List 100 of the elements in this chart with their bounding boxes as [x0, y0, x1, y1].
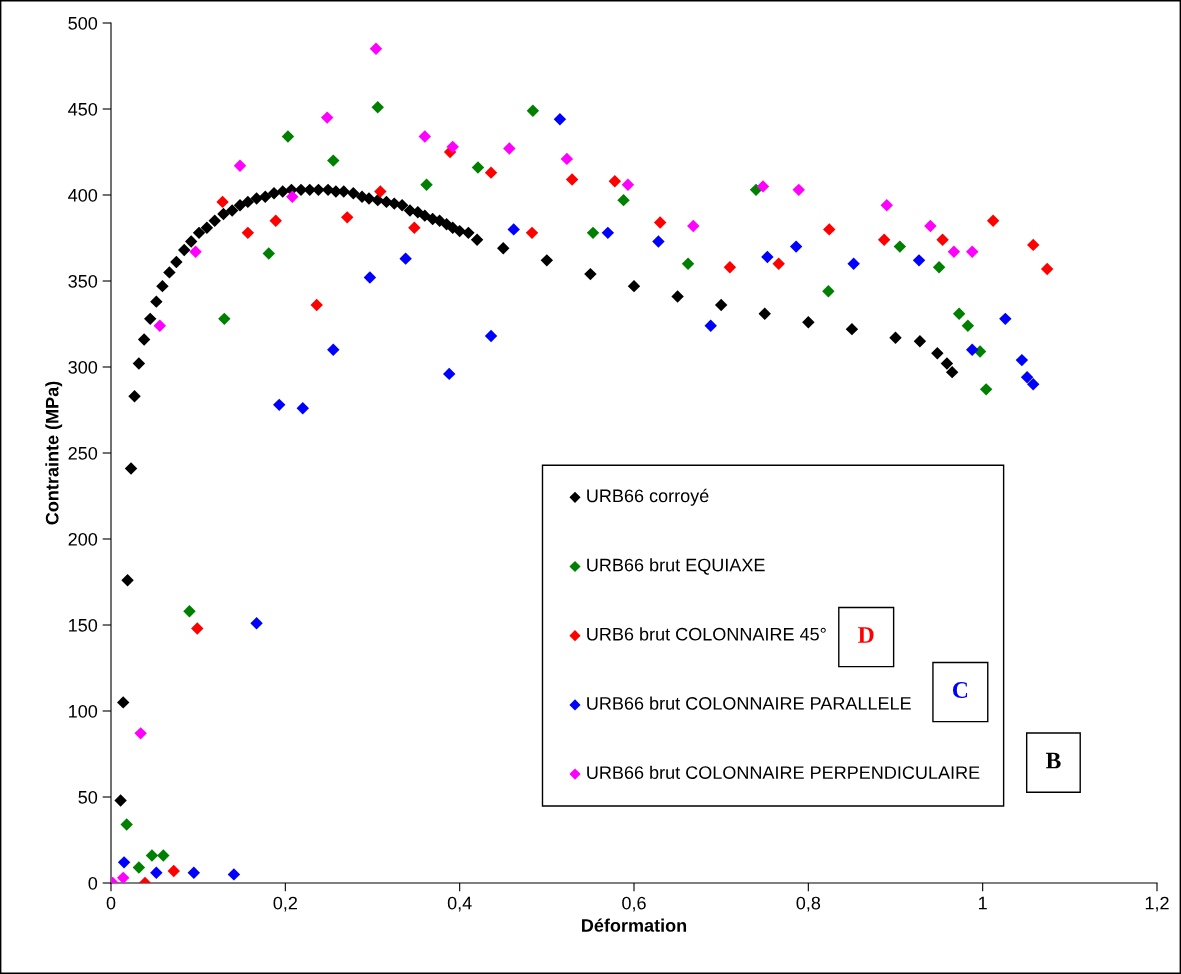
point	[772, 257, 785, 271]
point	[1027, 377, 1040, 391]
point	[446, 140, 459, 154]
point	[187, 866, 201, 879]
point	[947, 245, 961, 258]
point	[341, 211, 354, 224]
point	[553, 113, 567, 126]
y-tick-label: 0	[88, 876, 98, 890]
point	[150, 866, 163, 879]
legend-label: URB66 brut COLONNAIRE PARALLELE	[587, 696, 911, 710]
point	[986, 214, 1000, 228]
point	[704, 319, 717, 332]
y-axis-title: Contrainte (MPa)	[45, 381, 63, 525]
point	[120, 818, 133, 831]
point	[792, 183, 805, 197]
point	[756, 180, 770, 193]
point	[369, 42, 383, 56]
y-tick-label: 400	[68, 188, 98, 202]
point	[134, 727, 147, 740]
y-tick-label: 450	[68, 102, 98, 116]
point	[145, 849, 159, 862]
point	[471, 161, 485, 174]
point	[286, 190, 299, 203]
point	[932, 261, 946, 274]
x-tick-label: 0,4	[447, 896, 472, 912]
point	[153, 319, 167, 332]
point	[262, 247, 275, 260]
point	[979, 383, 993, 396]
annotation: C	[952, 682, 968, 698]
point	[443, 367, 456, 381]
point	[847, 257, 860, 271]
point	[961, 319, 975, 332]
point	[924, 219, 937, 233]
point	[157, 849, 170, 862]
point	[565, 173, 579, 186]
point	[227, 868, 241, 881]
x-axis-title: Déformation	[582, 918, 687, 932]
x-tick-label: 0,8	[796, 896, 821, 912]
point	[823, 223, 836, 236]
legend-label: URB66 brut COLONNAIRE PERPENDICULAIRE	[587, 765, 980, 779]
point	[1015, 353, 1029, 367]
point	[296, 402, 309, 415]
point	[560, 152, 574, 166]
point	[601, 226, 615, 240]
point	[216, 195, 229, 209]
point	[399, 252, 412, 265]
point	[273, 398, 286, 412]
point	[999, 312, 1012, 326]
y-tick-label: 300	[68, 360, 98, 374]
point	[484, 166, 498, 179]
point	[912, 254, 926, 267]
point	[167, 864, 180, 878]
point	[761, 250, 774, 264]
point	[507, 223, 520, 236]
y-tick-label: 150	[69, 618, 98, 632]
point	[183, 605, 196, 618]
point	[880, 199, 893, 212]
point	[408, 221, 421, 234]
point	[789, 240, 803, 253]
point	[1040, 262, 1054, 276]
point	[526, 104, 540, 117]
point	[241, 226, 255, 240]
point	[327, 343, 340, 357]
point	[1020, 371, 1034, 384]
legend-label: URB66 corroyé	[587, 488, 709, 506]
y-tick-label: 250	[68, 446, 98, 460]
point	[189, 245, 202, 258]
point	[371, 101, 384, 114]
point	[363, 271, 377, 284]
point	[374, 185, 387, 198]
point	[586, 226, 600, 240]
point	[966, 343, 979, 357]
point	[687, 219, 700, 233]
point	[327, 154, 340, 167]
point	[281, 130, 295, 143]
point	[132, 861, 146, 874]
point	[653, 216, 667, 229]
y-tick-label: 500	[68, 16, 98, 30]
x-tick-label: 1,2	[1145, 896, 1169, 912]
x-tick-label: 1	[979, 896, 987, 910]
point	[681, 257, 695, 271]
point	[420, 178, 433, 191]
legend-label: URB66 brut EQUIAXE	[587, 558, 765, 575]
point	[952, 307, 966, 320]
point	[503, 142, 516, 155]
annotation: D	[858, 627, 874, 643]
point	[320, 111, 334, 124]
point	[233, 159, 247, 172]
point	[250, 617, 263, 630]
x-tick-label: 0,6	[622, 896, 646, 912]
annotation: B	[1045, 752, 1061, 769]
point	[418, 130, 432, 143]
point	[608, 175, 622, 188]
y-tick-label: 350	[68, 274, 98, 288]
legend-label: URB6 brut COLONNAIRE 45°	[587, 627, 826, 641]
y-tick-label: 200	[68, 532, 98, 546]
point	[525, 226, 539, 240]
point	[877, 233, 891, 246]
point	[966, 245, 979, 258]
point	[936, 233, 949, 246]
